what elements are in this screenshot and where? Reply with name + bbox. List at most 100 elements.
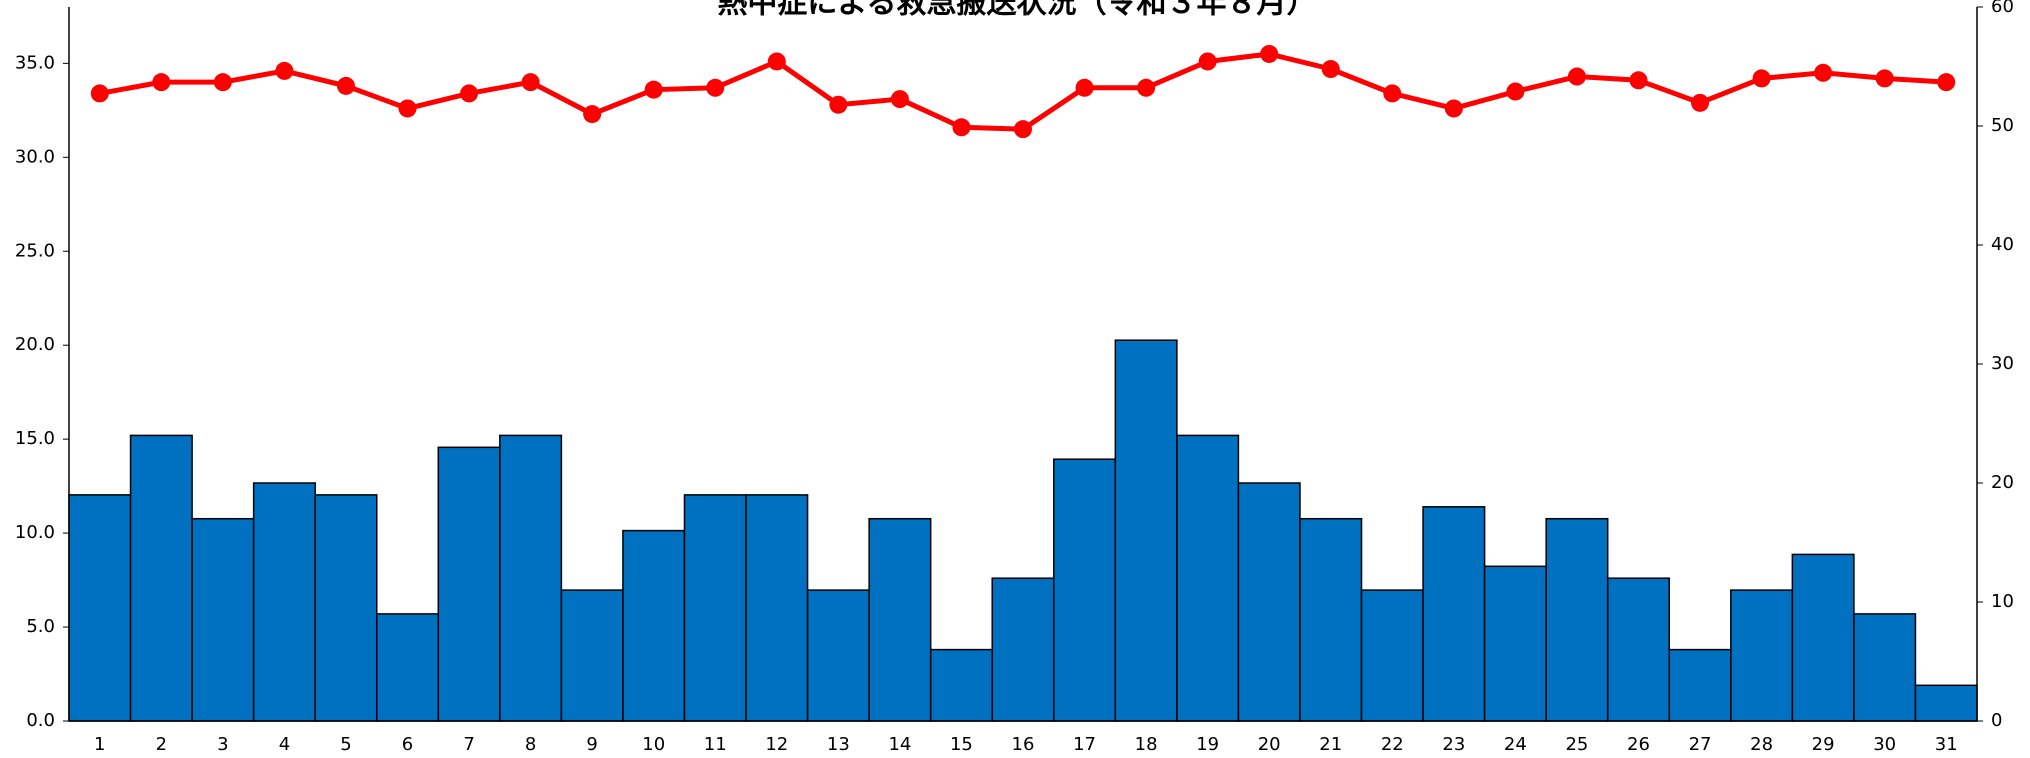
x-tick-label: 7 — [463, 734, 474, 755]
y-tick-label: 35.0 — [15, 52, 55, 73]
bar — [1483, 565, 1547, 722]
x-tick-label: 10 — [642, 734, 665, 755]
bar — [1422, 506, 1486, 722]
x-tick-label: 20 — [1258, 734, 1281, 755]
y-tick-label: 10.0 — [15, 522, 55, 543]
line-marker — [952, 118, 971, 137]
line-marker — [1506, 82, 1525, 101]
bar — [1606, 577, 1671, 722]
x-tick-label: 29 — [1812, 734, 1835, 755]
line-marker — [1567, 67, 1586, 86]
x-tick-label: 24 — [1504, 734, 1527, 755]
line-marker — [1260, 44, 1279, 63]
x-tick-label: 28 — [1750, 734, 1773, 755]
bar — [560, 589, 624, 722]
y2-tick-label: 10 — [1991, 591, 2014, 612]
bar — [68, 494, 132, 722]
x-tick-label: 26 — [1627, 734, 1650, 755]
line-marker — [1444, 99, 1463, 118]
line-marker — [1075, 78, 1094, 97]
bar — [745, 494, 809, 722]
bar — [991, 577, 1055, 722]
line-marker — [1137, 78, 1156, 97]
x-tick-label: 30 — [1873, 734, 1896, 755]
bar — [191, 517, 255, 722]
bar — [129, 434, 193, 722]
x-tick-label: 2 — [156, 734, 167, 755]
y-tick-label: 15.0 — [15, 428, 55, 449]
line-marker — [521, 73, 540, 92]
x-tick-label: 25 — [1565, 734, 1588, 755]
line-marker — [1875, 69, 1894, 88]
x-tick-label: 31 — [1935, 734, 1958, 755]
bar — [622, 529, 686, 722]
y-tick-label: 5.0 — [26, 616, 55, 637]
x-tick-label: 3 — [217, 734, 228, 755]
bar — [437, 446, 501, 722]
bar — [499, 434, 563, 722]
y-tick-label: 20.0 — [15, 334, 55, 355]
bar — [1237, 482, 1301, 722]
x-tick-label: 12 — [765, 734, 788, 755]
y2-tick-label: 30 — [1991, 353, 2014, 374]
line-marker — [644, 80, 663, 99]
x-tick-label: 27 — [1689, 734, 1712, 755]
y2-tick-label: 50 — [1991, 115, 2014, 136]
y2-tick-label: 40 — [1991, 234, 2014, 255]
y2-tick-label: 0 — [1991, 710, 2002, 731]
x-tick-label: 23 — [1442, 734, 1465, 755]
bar — [1668, 648, 1732, 722]
y-tick-label: 30.0 — [15, 146, 55, 167]
x-tick-label: 11 — [704, 734, 727, 755]
line-marker — [1014, 120, 1032, 139]
line-marker — [152, 73, 171, 92]
x-tick-label: 1 — [94, 734, 105, 755]
line-marker — [90, 84, 109, 103]
line-marker — [1198, 52, 1217, 71]
bar — [1360, 589, 1424, 722]
line-marker — [890, 90, 909, 109]
bar — [375, 613, 440, 722]
bar — [1299, 517, 1363, 722]
x-tick-label: 6 — [402, 734, 413, 755]
x-tick-label: 19 — [1196, 734, 1219, 755]
line-marker — [1752, 69, 1771, 88]
x-tick-label: 18 — [1135, 734, 1158, 755]
x-tick-label: 4 — [279, 734, 290, 755]
bar — [1914, 684, 1978, 722]
line-marker — [336, 76, 355, 95]
bar — [314, 494, 378, 722]
x-tick-label: 15 — [950, 734, 973, 755]
x-tick-label: 16 — [1012, 734, 1035, 755]
bar — [806, 589, 870, 722]
line-marker — [767, 52, 786, 71]
line-marker — [213, 73, 232, 92]
y2-tick-label: 60 — [1991, 0, 2014, 17]
bar — [1853, 613, 1917, 722]
x-tick-label: 22 — [1381, 734, 1404, 755]
chart-title: 熱中症による救急搬送状況（令和３年８月） — [717, 0, 1316, 21]
line-marker — [829, 95, 848, 114]
line-marker — [398, 99, 417, 118]
y2-tick-label: 20 — [1991, 472, 2014, 493]
x-tick-label: 8 — [525, 734, 536, 755]
bar — [1114, 339, 1178, 722]
line — [99, 51, 1947, 132]
x-tick-label: 21 — [1319, 734, 1342, 755]
x-tick-label: 5 — [340, 734, 351, 755]
line-marker — [1321, 60, 1340, 79]
bar — [1176, 434, 1240, 722]
line-marker — [1937, 73, 1956, 92]
bar — [683, 494, 747, 722]
line-marker — [460, 84, 479, 103]
line-marker — [275, 61, 294, 80]
x-tick-label: 13 — [827, 734, 850, 755]
line-marker — [583, 105, 602, 124]
bar — [1730, 589, 1794, 722]
bar — [1053, 458, 1117, 722]
bar — [929, 648, 993, 722]
bar — [252, 482, 316, 722]
line-marker — [706, 78, 725, 97]
bar — [868, 517, 932, 722]
